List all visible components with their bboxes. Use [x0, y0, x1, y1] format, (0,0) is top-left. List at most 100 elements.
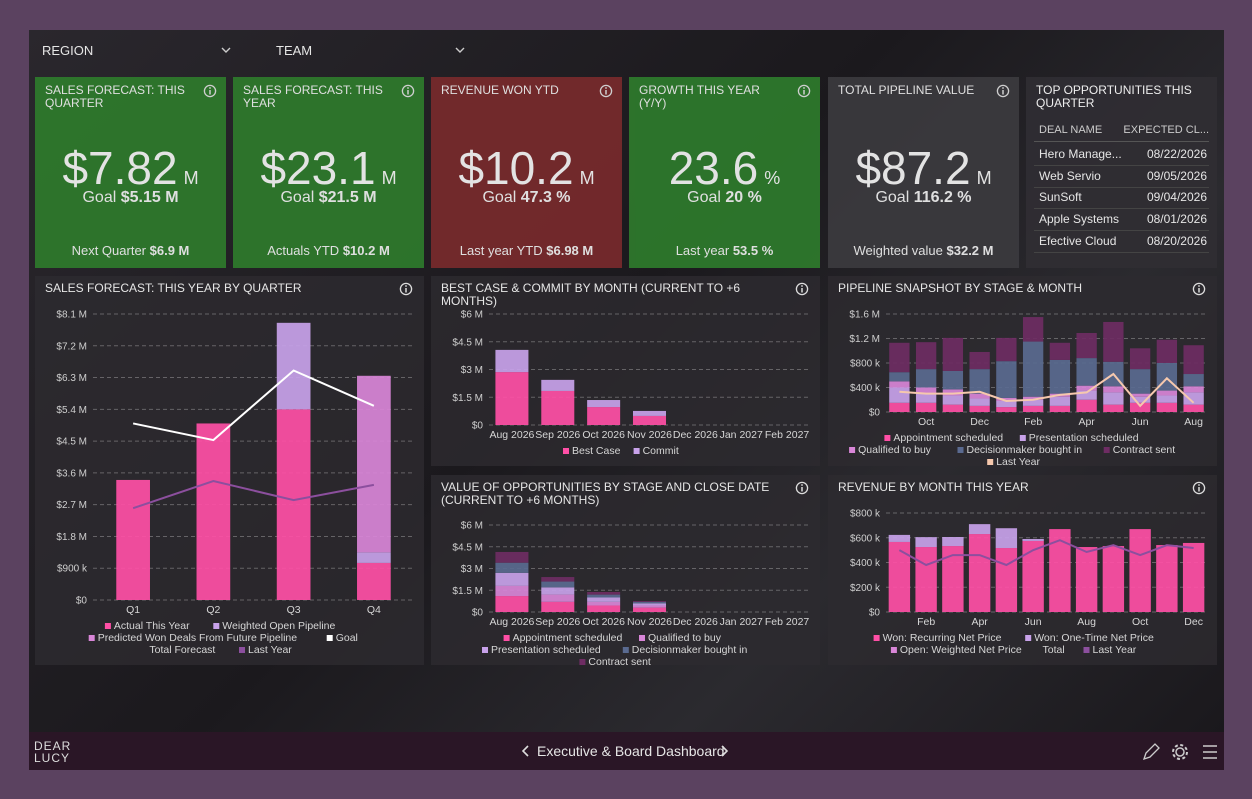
- bar-segment: [1075, 547, 1098, 612]
- y-tick-label: $0: [869, 408, 881, 419]
- legend-label: Open: Weighted Net Price: [900, 644, 1022, 656]
- bar-segment: [495, 596, 529, 612]
- kpi-value-row: 23.6%: [629, 141, 820, 195]
- row-separator: [1034, 251, 1209, 253]
- chart-title: REVENUE BY MONTH THIS YEAR: [838, 480, 1029, 494]
- close-date: 08/01/2026: [1146, 212, 1207, 227]
- bar-segment: [1129, 402, 1151, 412]
- bar-segment: [541, 577, 575, 582]
- bar-segment: [1076, 390, 1097, 400]
- info-icon[interactable]: [996, 84, 1010, 98]
- legend-label: Goal: [336, 632, 358, 644]
- kpi-goal: $21.5 M: [318, 189, 377, 206]
- column-header: DEAL NAME: [1039, 124, 1103, 136]
- info-icon[interactable]: [399, 282, 413, 296]
- info-icon[interactable]: [1192, 282, 1206, 296]
- info-icon[interactable]: [795, 282, 809, 296]
- kpi-tile: SALES FORECAST: THIS QUARTER $7.82 M Goal $…: [35, 77, 226, 268]
- legend-swatch: [1025, 635, 1032, 641]
- kpi-foot: $6.98 M: [546, 243, 594, 258]
- kpi-value: $87.2: [855, 142, 971, 194]
- bar-segment: [889, 342, 910, 373]
- x-tick-label: Dec 2026: [673, 616, 718, 628]
- bar-segment: [541, 379, 575, 391]
- bar-segment: [969, 351, 990, 370]
- bar-segment: [1156, 395, 1178, 403]
- kpi-foot-row: Last year 53.5 %: [629, 243, 820, 258]
- legend-label: Contract sent: [588, 656, 651, 665]
- bar-segment: [942, 337, 964, 371]
- legend-label: Decisionmaker bought in: [967, 444, 1083, 456]
- x-tick-label: Oct 2026: [582, 616, 625, 628]
- line-series: [132, 369, 375, 442]
- info-icon[interactable]: [795, 481, 809, 495]
- bar-segment: [1022, 341, 1044, 397]
- info-icon[interactable]: [797, 84, 811, 98]
- y-tick-label: $200 k: [850, 583, 881, 594]
- team-filter[interactable]: TEAM: [276, 43, 313, 58]
- bar-segment: [196, 423, 231, 600]
- bar-segment: [541, 390, 575, 425]
- x-tick-label: Sep 2026: [535, 429, 580, 441]
- bar-segment: [942, 546, 964, 612]
- chart-panel: SALES FORECAST: THIS YEAR BY QUARTER $0 $9…: [35, 276, 424, 665]
- legend-label: Total Forecast: [149, 644, 215, 656]
- info-icon[interactable]: [1192, 481, 1206, 495]
- kpi-goal-row: Goal $21.5 M: [233, 189, 424, 207]
- kpi-foot-row: Actuals YTD $10.2 M: [233, 243, 424, 258]
- y-tick-label: $6 M: [461, 521, 483, 532]
- legend-label: Actual This Year: [114, 620, 190, 632]
- kpi-foot: $6.9 M: [149, 243, 190, 258]
- kpi-goal-label: Goal: [482, 189, 517, 206]
- bar-segment: [1182, 542, 1205, 612]
- bar-segment: [1076, 332, 1097, 359]
- kpi-foot-row: Next Quarter $6.9 M: [35, 243, 226, 258]
- chart-title: SALES FORECAST: THIS YEAR BY QUARTER: [45, 281, 302, 295]
- kpi-foot-row: Weighted value $32.2 M: [828, 243, 1019, 258]
- legend-label: Total: [1043, 644, 1065, 656]
- kpi-tile: TOTAL PIPELINE VALUE $87.2 M Goal 116.2 % We…: [828, 77, 1019, 268]
- legend-label: Won: Recurring Net Price: [883, 632, 1002, 644]
- kpi-goal-row: Goal 47.3 %: [431, 189, 622, 207]
- bar-segment: [969, 393, 990, 399]
- legend-label: Presentation scheduled: [1029, 432, 1139, 444]
- bar-segment: [587, 597, 621, 602]
- bar-segment: [1183, 374, 1204, 387]
- y-tick-label: $2.7 M: [56, 500, 87, 511]
- footer-bar: DEAR LUCY Executive & Board Dashboard: [29, 732, 1224, 770]
- info-icon[interactable]: [401, 84, 415, 98]
- region-filter[interactable]: REGION: [42, 43, 94, 58]
- info-icon[interactable]: [203, 84, 217, 98]
- logo[interactable]: DEAR LUCY: [34, 740, 71, 764]
- next-button[interactable]: [719, 744, 729, 758]
- legend-label: Last Year: [1093, 644, 1137, 656]
- chevron[interactable]: [454, 46, 466, 54]
- bar-segment: [942, 370, 964, 390]
- kpi-foot-label: Next Quarter: [71, 243, 147, 258]
- bar-segment: [889, 372, 910, 382]
- legend-swatch: [482, 647, 488, 653]
- y-tick-label: $800 k: [850, 359, 881, 370]
- bar-segment: [915, 537, 937, 548]
- kpi-foot-label: Weighted value: [853, 243, 943, 258]
- bar-segment: [495, 585, 529, 597]
- chevron[interactable]: [220, 46, 232, 54]
- x-tick-label: Dec: [1184, 616, 1203, 628]
- legend-label: Qualified to buy: [648, 632, 722, 644]
- bar-segment: [1183, 404, 1204, 412]
- prev-button[interactable]: [521, 744, 531, 758]
- chart-title: PIPELINE SNAPSHOT BY STAGE & MONTH: [838, 281, 1083, 295]
- toolbar-icons[interactable]: [1141, 742, 1221, 762]
- kpi-foot: 53.5 %: [732, 243, 774, 258]
- deal-name: Web Servio: [1039, 168, 1101, 183]
- x-tick-label: Q3: [287, 604, 301, 616]
- info-icon[interactable]: [599, 84, 613, 98]
- bar-segment: [276, 409, 311, 600]
- bar-segment: [1156, 545, 1178, 612]
- kpi-value-row: $10.2 M: [431, 141, 622, 195]
- legend-swatch: [579, 659, 586, 665]
- row-separator: [1034, 186, 1209, 188]
- row-separator: [1034, 165, 1209, 166]
- close-date: 08/22/2026: [1146, 147, 1207, 161]
